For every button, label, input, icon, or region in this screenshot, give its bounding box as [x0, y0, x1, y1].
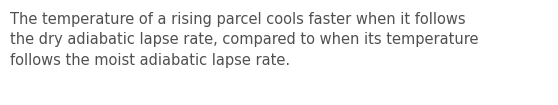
Text: The temperature of a rising parcel cools faster when it follows
the dry adiabati: The temperature of a rising parcel cools…: [10, 12, 479, 68]
